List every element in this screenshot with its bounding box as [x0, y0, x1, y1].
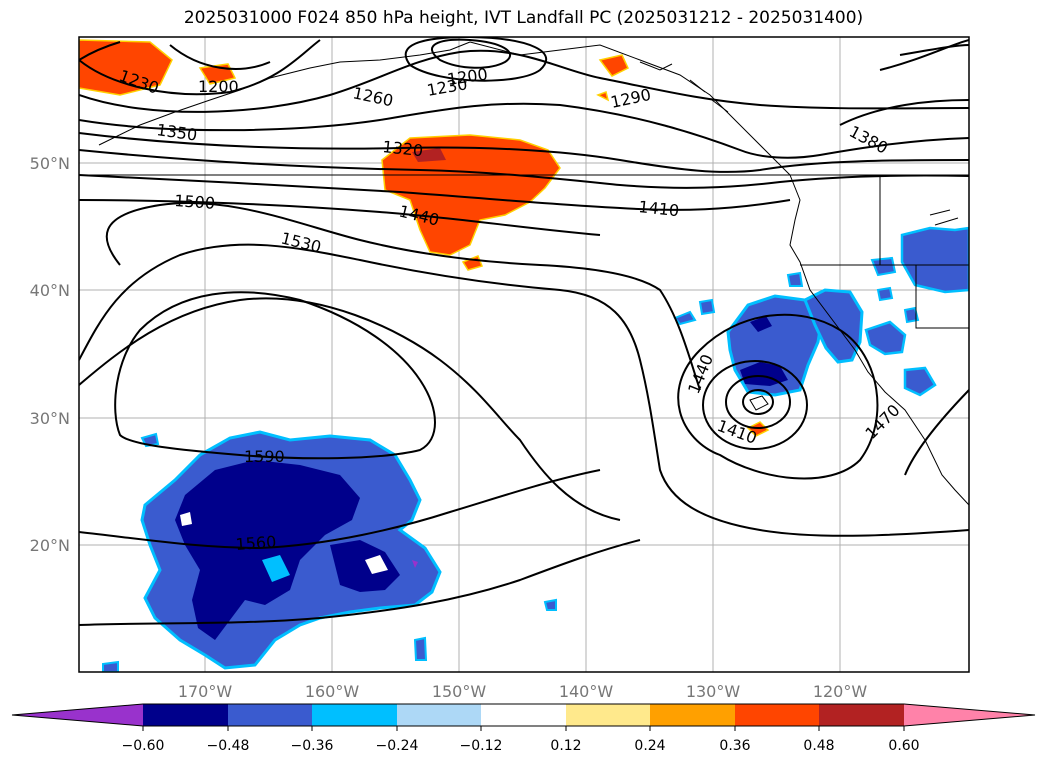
colorbar-tick-label: −0.24	[376, 738, 419, 754]
colorbar-segment	[12, 704, 143, 726]
contour-label: 1260	[351, 83, 395, 110]
lon-label: 160°W	[305, 682, 360, 701]
lon-label: 130°W	[686, 682, 741, 701]
colorbar-tick-label: −0.48	[207, 738, 250, 754]
longitude-labels: 170°W 160°W 150°W 140°W 130°W 120°W	[178, 682, 868, 701]
colorbar-tick-label: 0.60	[888, 738, 919, 754]
latitude-labels: 50°N 40°N 30°N 20°N	[30, 154, 70, 555]
contour-label: 1410	[638, 197, 680, 220]
colorbar-tick-label: 0.48	[803, 738, 834, 754]
contour-label: 1380	[846, 122, 891, 158]
colorbar-segment	[397, 704, 481, 726]
colorbar-tick-label: 0.36	[719, 738, 750, 754]
colorbar-segment	[143, 704, 228, 726]
lon-label: 150°W	[432, 682, 487, 701]
map-area	[79, 37, 969, 672]
height-contours	[79, 37, 969, 626]
contour-label: 1590	[244, 447, 285, 466]
colorbar-tick-label: 0.12	[550, 738, 581, 754]
colorbar-segment	[481, 704, 566, 726]
lat-label: 40°N	[30, 281, 70, 300]
colorbar-tick-label: 0.24	[634, 738, 665, 754]
contour-label: 1530	[279, 228, 323, 256]
colorbar-tick-label: −0.12	[460, 738, 503, 754]
coastlines	[79, 41, 969, 506]
contour-label: 1320	[382, 137, 424, 160]
map-title: 2025031000 F024 850 hPa height, IVT Land…	[183, 8, 864, 28]
lat-label: 50°N	[30, 154, 70, 173]
colorbar: −0.60 −0.48 −0.36 −0.24 −0.12 0.12 0.24 …	[11, 703, 1036, 754]
lon-label: 170°W	[178, 682, 233, 701]
lon-label: 120°W	[813, 682, 868, 701]
contour-label: 1560	[235, 532, 277, 554]
colorbar-segment	[819, 704, 904, 726]
lat-label: 30°N	[30, 409, 70, 428]
colorbar-tick-label: −0.36	[291, 738, 334, 754]
positive-ivt-regions	[79, 39, 770, 437]
lon-label: 140°W	[559, 682, 614, 701]
contour-label: 1290	[609, 85, 653, 112]
contour-label: 1200	[446, 64, 489, 88]
colorbar-segment	[312, 704, 397, 726]
lat-label: 20°N	[30, 536, 70, 555]
contour-label: 1200	[198, 77, 239, 96]
colorbar-tick-label: −0.60	[122, 738, 165, 754]
colorbar-segment	[228, 704, 312, 726]
contour-label: 1410	[715, 416, 760, 448]
negative-ivt-regions	[102, 226, 969, 672]
colorbar-segment	[735, 704, 819, 726]
contour-label: 1500	[174, 191, 216, 213]
map-frame	[78, 36, 970, 673]
contour-label: 1470	[861, 401, 903, 443]
colorbar-segment	[650, 704, 735, 726]
colorbar-segment	[904, 704, 1035, 726]
colorbar-segment	[566, 704, 650, 726]
dark-red-patch	[412, 148, 446, 162]
